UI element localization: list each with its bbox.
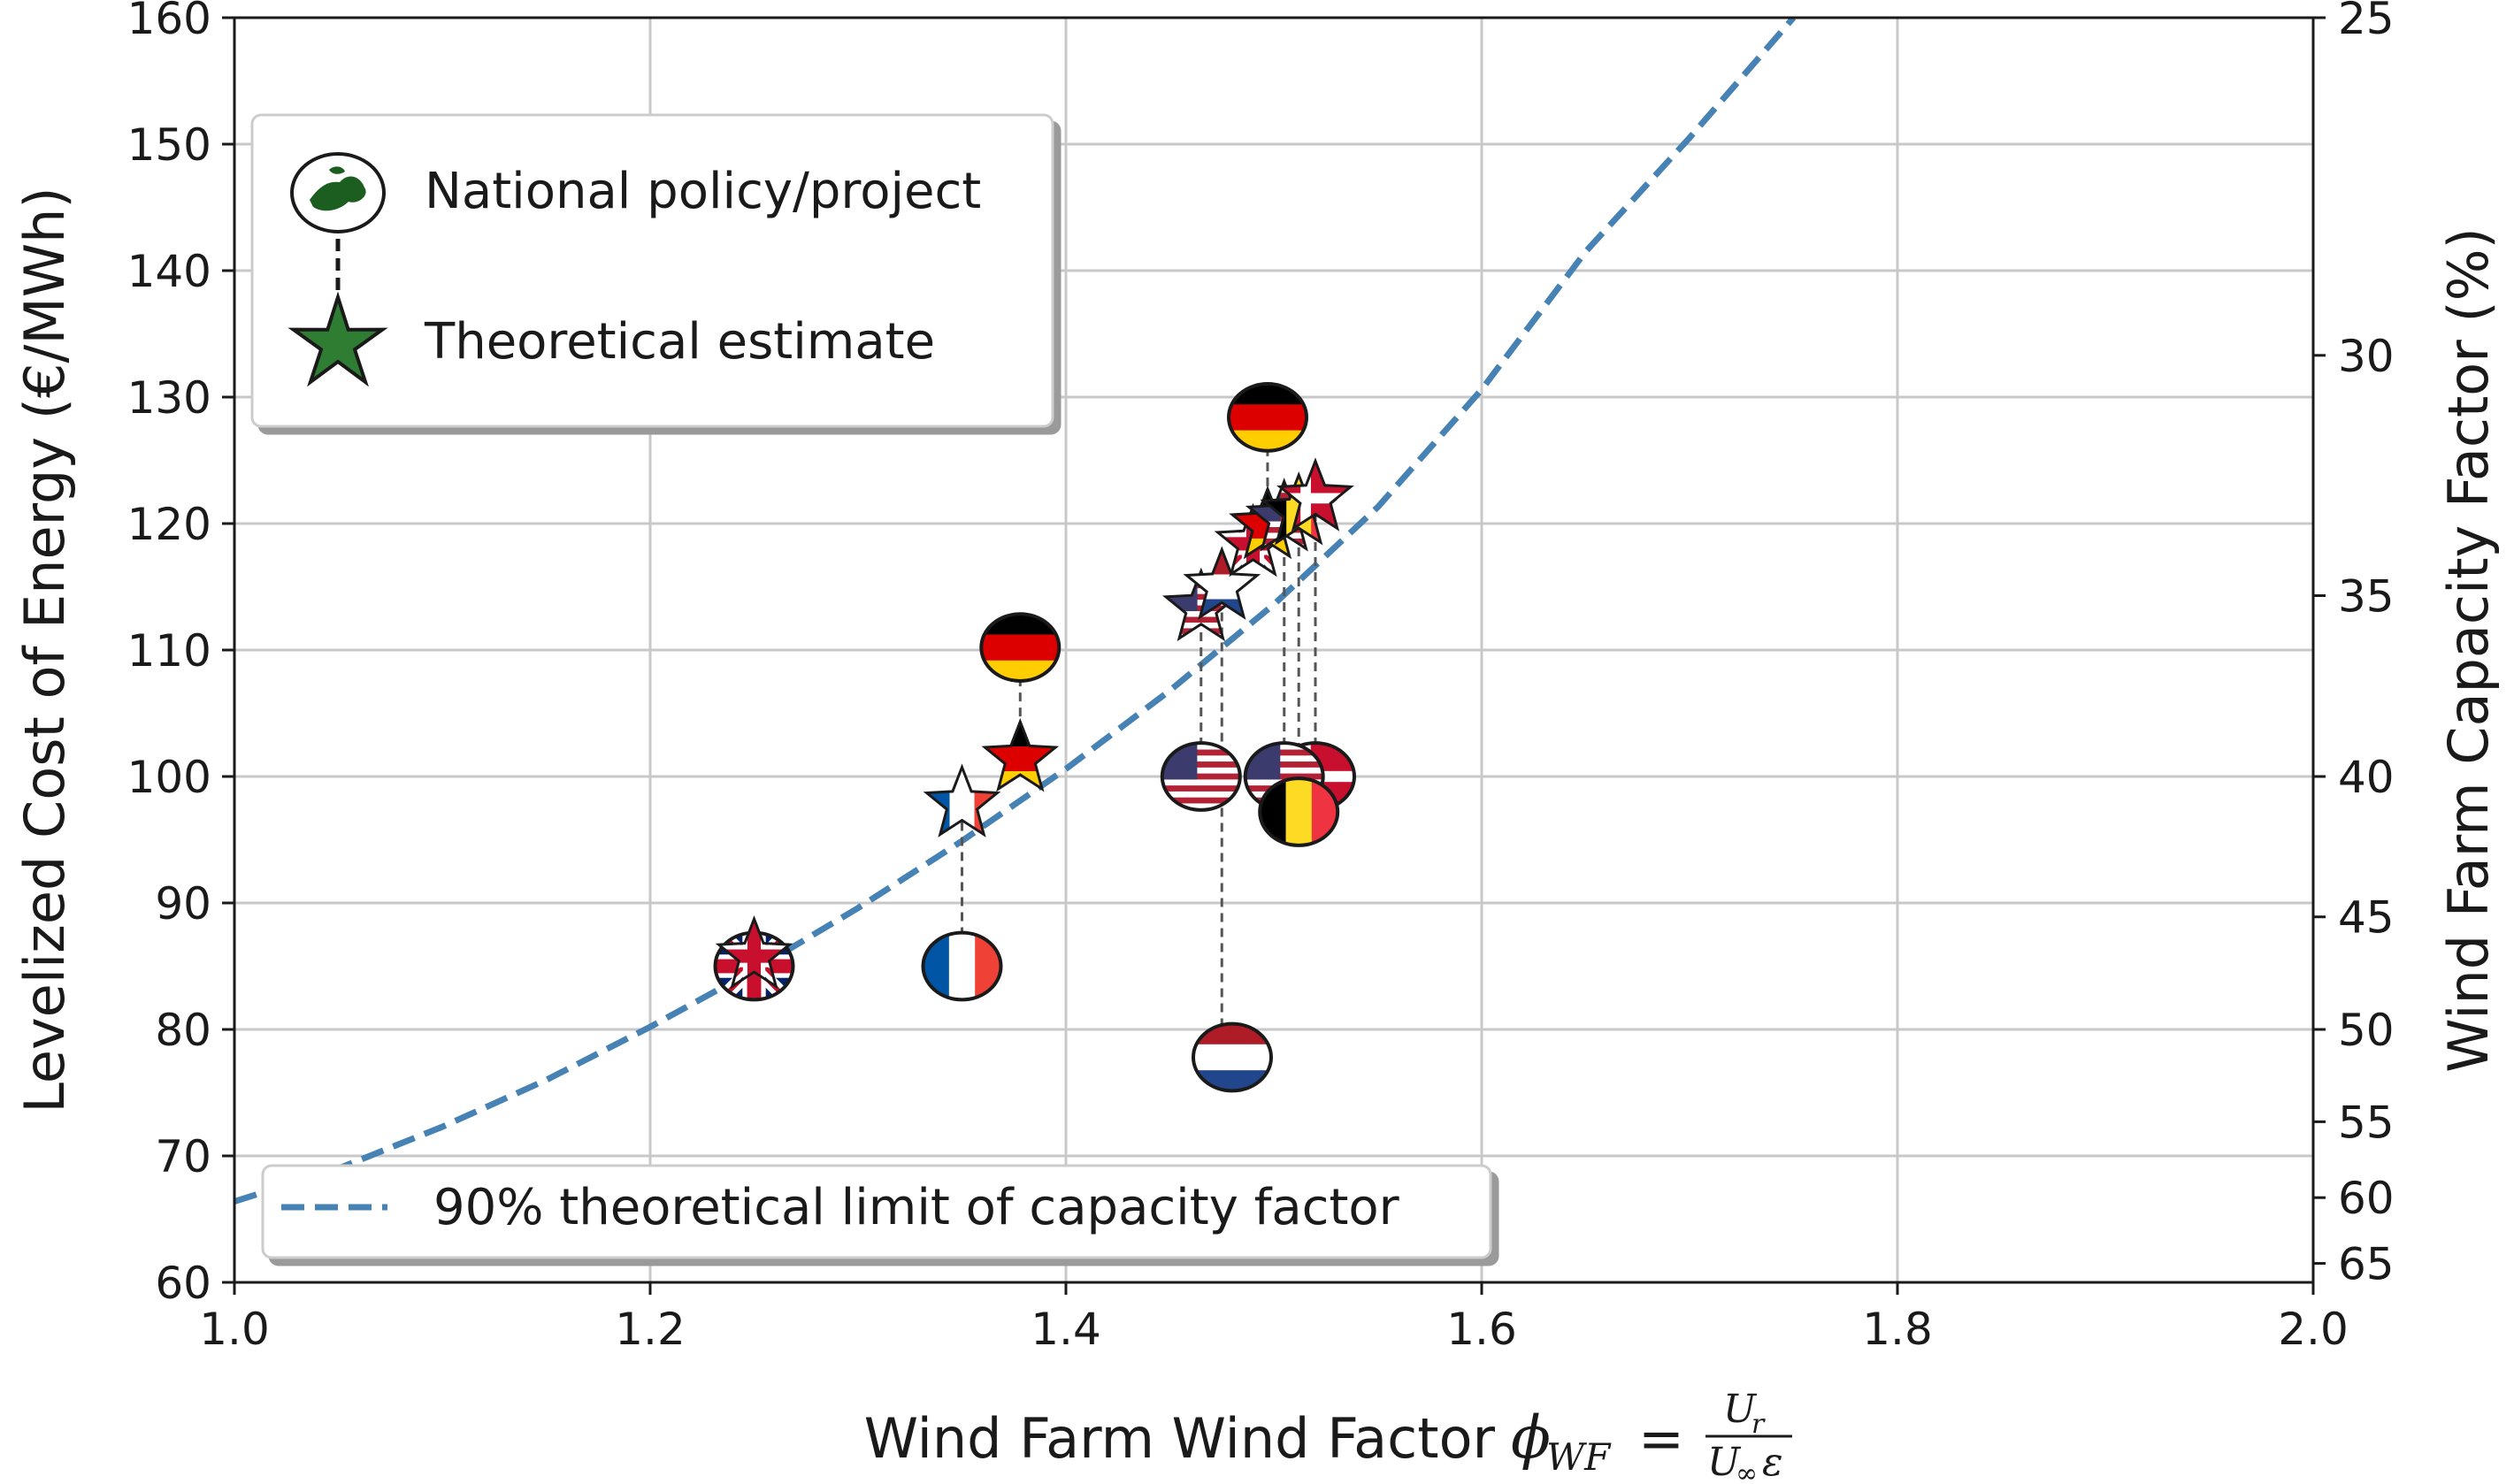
legend-label-limit: 90% theoretical limit of capacity factor	[433, 1179, 1400, 1236]
x-tick-label: 1.0	[199, 1304, 270, 1355]
policy-marker-netherlands	[1192, 1021, 1273, 1093]
x-axis-title-text: Wind Farm Wind Factor	[864, 1406, 1496, 1471]
policy-marker-germany	[1227, 382, 1308, 453]
y2-tick-label: 25	[2338, 0, 2395, 44]
x-tick-label: 1.4	[1031, 1304, 1101, 1355]
legend-upper: National policy/project Theoretical esti…	[250, 113, 1054, 428]
y-tick-label: 130	[127, 372, 211, 424]
x-axis-title-denominator-sub: ∞	[1736, 1458, 1758, 1484]
legend-lower-box	[261, 1164, 1492, 1259]
y2-tick-label: 40	[2338, 752, 2395, 803]
y-axis-title: Levelized Cost of Energy (€/MWh)	[12, 187, 77, 1113]
y2-tick-label: 65	[2338, 1239, 2395, 1290]
x-axis-title-denominator: U	[1707, 1440, 1742, 1484]
estimate-marker-layer	[715, 457, 1354, 990]
x-axis-title-numerator-sub: r	[1751, 1409, 1766, 1440]
x-tick-label: 1.2	[615, 1304, 686, 1355]
limit-curve	[234, 18, 1797, 1205]
y-tick-label: 110	[127, 625, 211, 677]
policy-marker-usa	[1160, 741, 1242, 812]
y-axis-ticks: 60 70 80 90 100 110 120 130 140 150 160	[127, 0, 234, 1309]
x-axis-ticks: 1.0 1.2 1.4 1.6 1.8 2.0	[199, 1282, 2349, 1355]
x-axis-title-equals: =	[1638, 1406, 1684, 1471]
policy-marker-layer	[713, 382, 1356, 1093]
star-icon	[287, 291, 388, 387]
x-axis-title-phi: ϕ	[1511, 1404, 1551, 1472]
y-tick-label: 160	[127, 0, 211, 44]
y2-tick-label: 55	[2338, 1097, 2395, 1148]
y-tick-label: 60	[155, 1258, 211, 1309]
y-tick-label: 140	[127, 246, 211, 297]
x-axis-title-numerator: U	[1723, 1387, 1758, 1432]
x-tick-label: 1.6	[1446, 1304, 1517, 1355]
y-tick-label: 90	[155, 878, 211, 929]
limit-curve-layer	[234, 18, 1797, 1205]
legend-upper-box	[250, 113, 1054, 428]
x-tick-label: 2.0	[2278, 1304, 2349, 1355]
y2-tick-label: 45	[2338, 892, 2395, 944]
y-tick-label: 100	[127, 752, 211, 803]
legend-label-estimate: Theoretical estimate	[424, 313, 935, 371]
y2-axis-title: Wind Farm Capacity Factor (%)	[2436, 227, 2501, 1072]
legend-label-policy: National policy/project	[425, 163, 981, 220]
globe-icon	[290, 152, 386, 233]
policy-marker-france	[921, 930, 1003, 1002]
y2-tick-label: 60	[2338, 1173, 2395, 1224]
y-tick-label: 80	[155, 1005, 211, 1056]
x-axis-title-denominator-tail: ε	[1762, 1440, 1783, 1484]
x-tick-label: 1.8	[1862, 1304, 1933, 1355]
y-tick-label: 70	[155, 1131, 211, 1182]
y2-tick-label: 30	[2338, 331, 2395, 382]
y-tick-label: 150	[127, 119, 211, 171]
policy-marker-germany	[979, 612, 1062, 683]
legend-lower: 90% theoretical limit of capacity factor	[261, 1164, 1492, 1259]
y2-tick-label: 50	[2338, 1005, 2395, 1056]
y-tick-label: 120	[127, 499, 211, 550]
y2-axis-ticks: 25 30 35 40 45 50 55 60 65	[2313, 0, 2395, 1290]
y2-tick-label: 35	[2338, 571, 2395, 623]
x-axis-title-phi-sub: WF	[1546, 1435, 1612, 1479]
x-axis-title: Wind Farm Wind Factor ϕ WF = U r U ∞ ε	[864, 1387, 1792, 1484]
